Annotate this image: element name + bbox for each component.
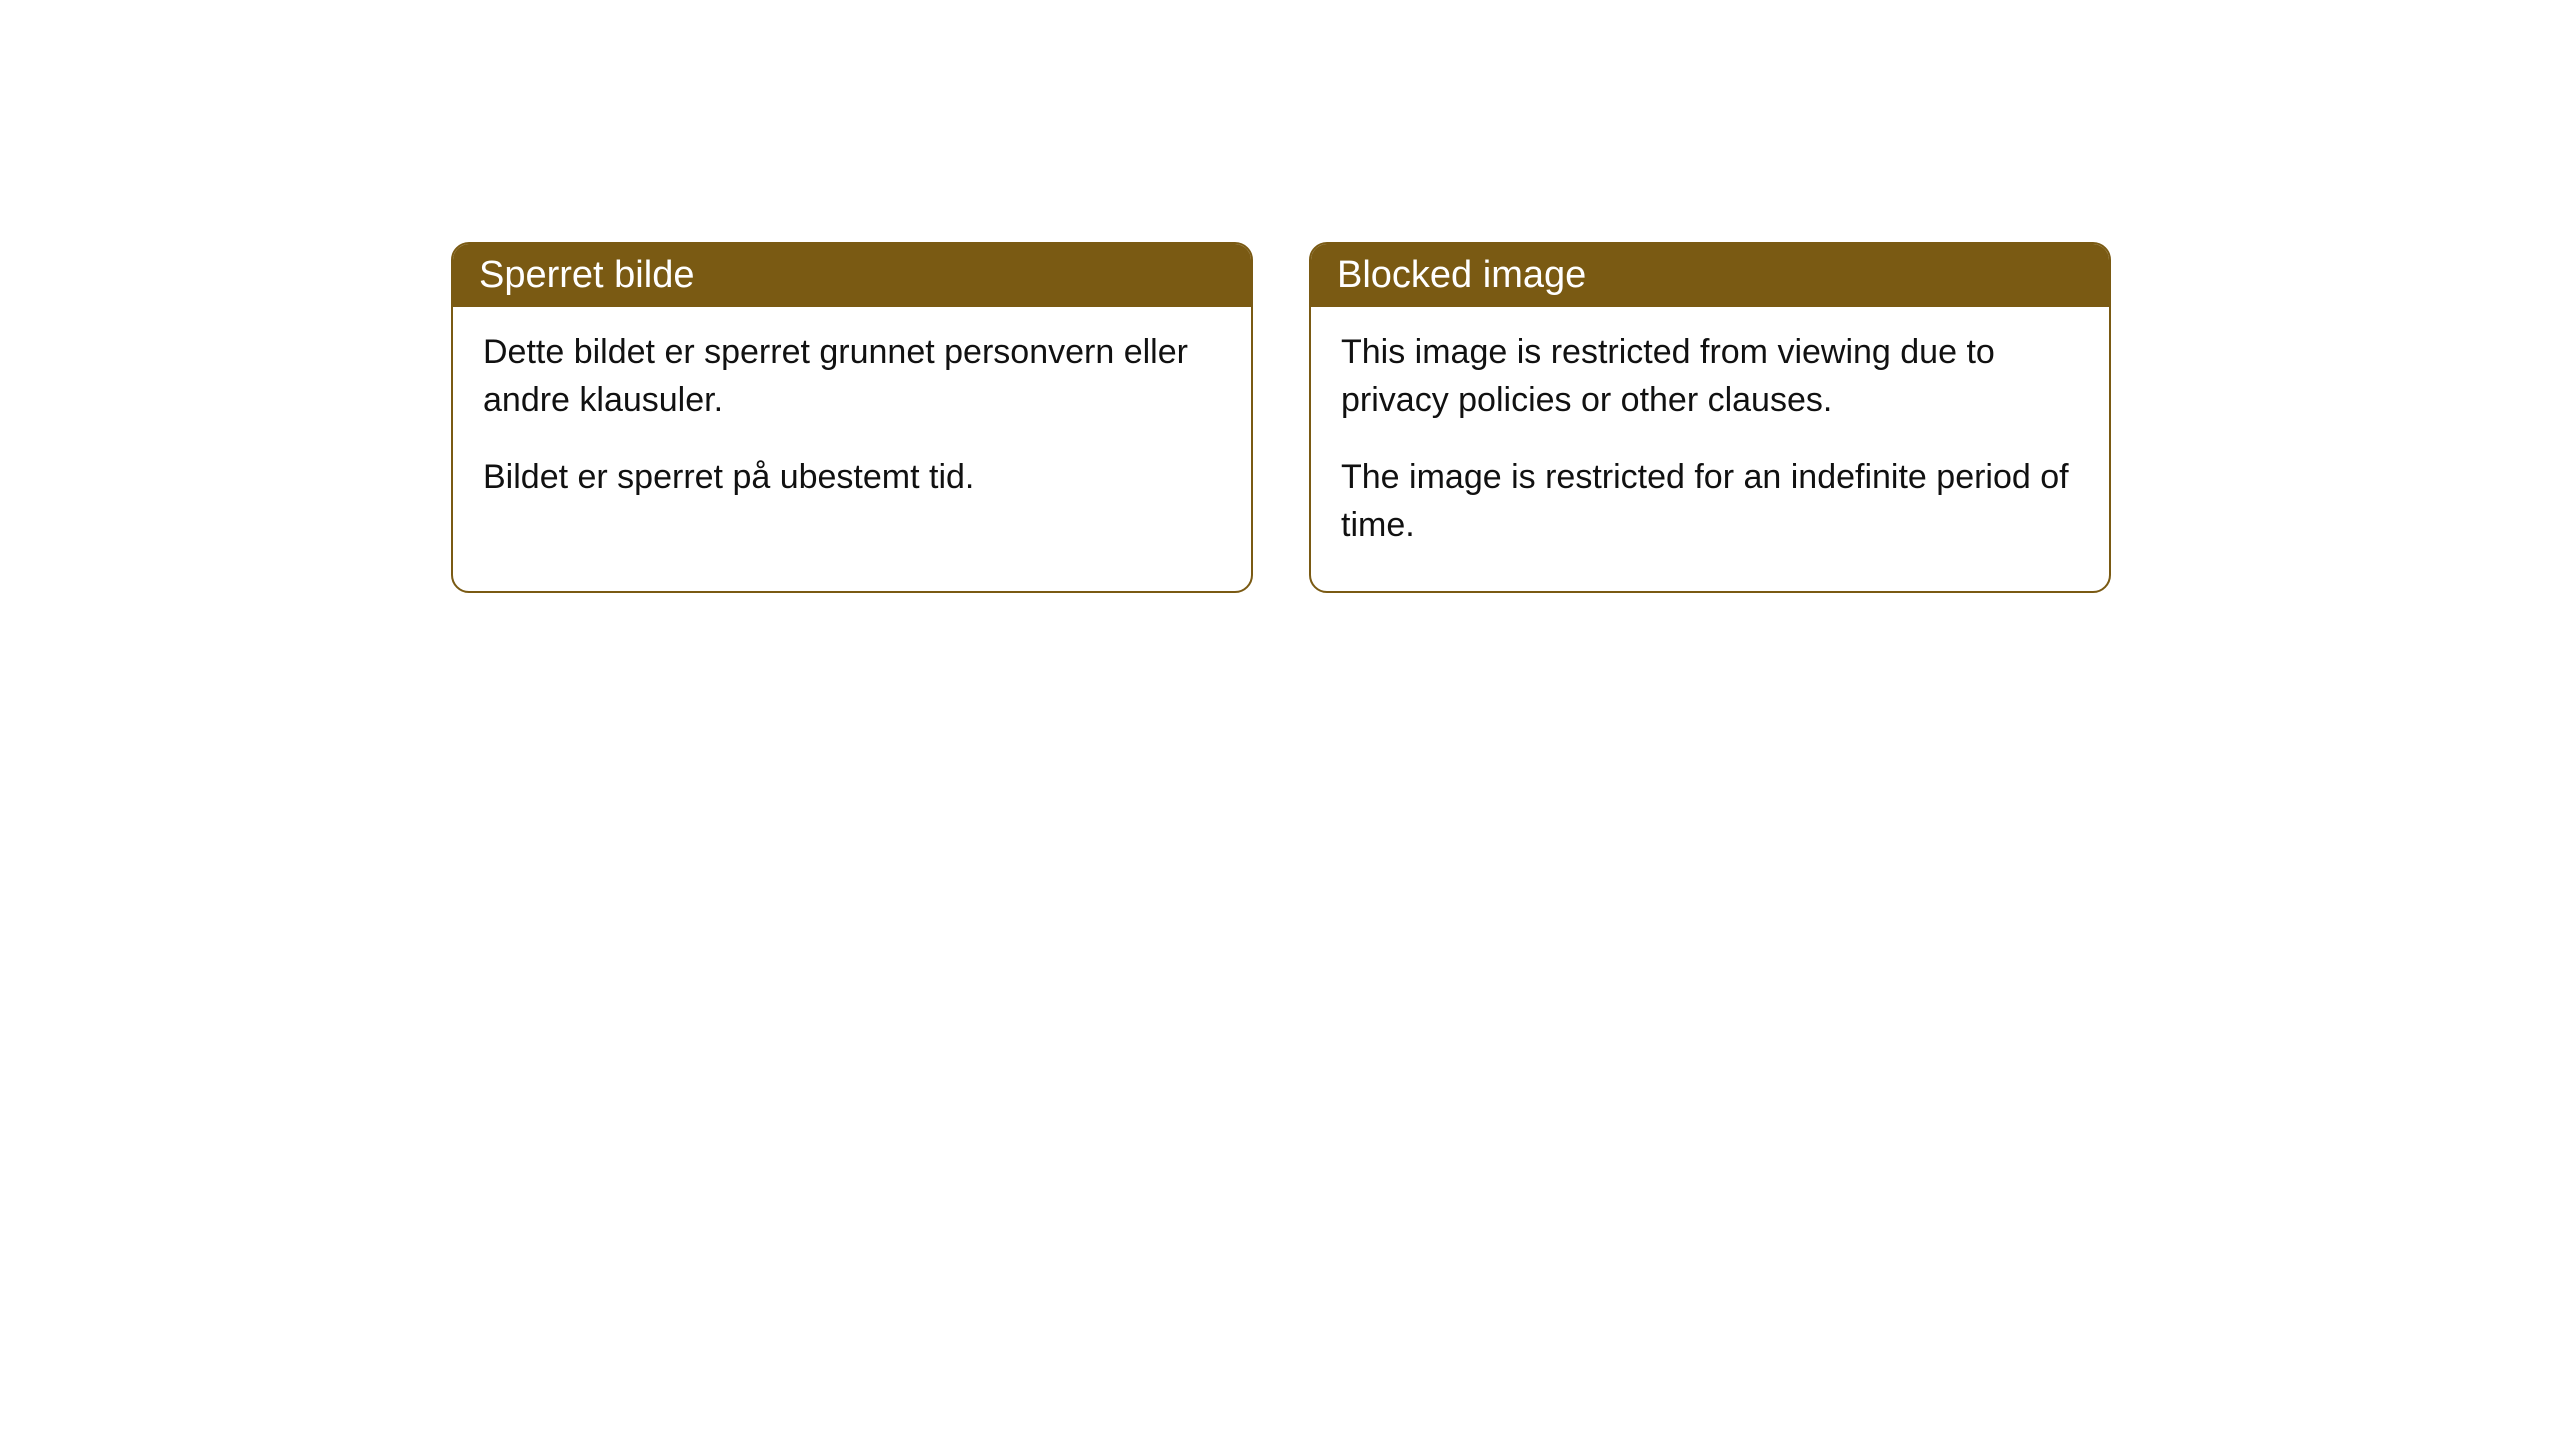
- card-title: Blocked image: [1337, 254, 1586, 296]
- notice-card-english: Blocked image This image is restricted f…: [1309, 242, 2111, 593]
- notice-card-norwegian: Sperret bilde Dette bildet er sperret gr…: [451, 242, 1253, 593]
- card-header: Blocked image: [1311, 244, 2109, 307]
- card-body: This image is restricted from viewing du…: [1311, 307, 2109, 591]
- card-title: Sperret bilde: [479, 254, 694, 296]
- notice-cards-container: Sperret bilde Dette bildet er sperret gr…: [451, 242, 2111, 593]
- card-paragraph: This image is restricted from viewing du…: [1341, 329, 2079, 424]
- card-body: Dette bildet er sperret grunnet personve…: [453, 307, 1251, 544]
- card-header: Sperret bilde: [453, 244, 1251, 307]
- card-paragraph: Bildet er sperret på ubestemt tid.: [483, 454, 1221, 502]
- card-paragraph: Dette bildet er sperret grunnet personve…: [483, 329, 1221, 424]
- card-paragraph: The image is restricted for an indefinit…: [1341, 454, 2079, 549]
